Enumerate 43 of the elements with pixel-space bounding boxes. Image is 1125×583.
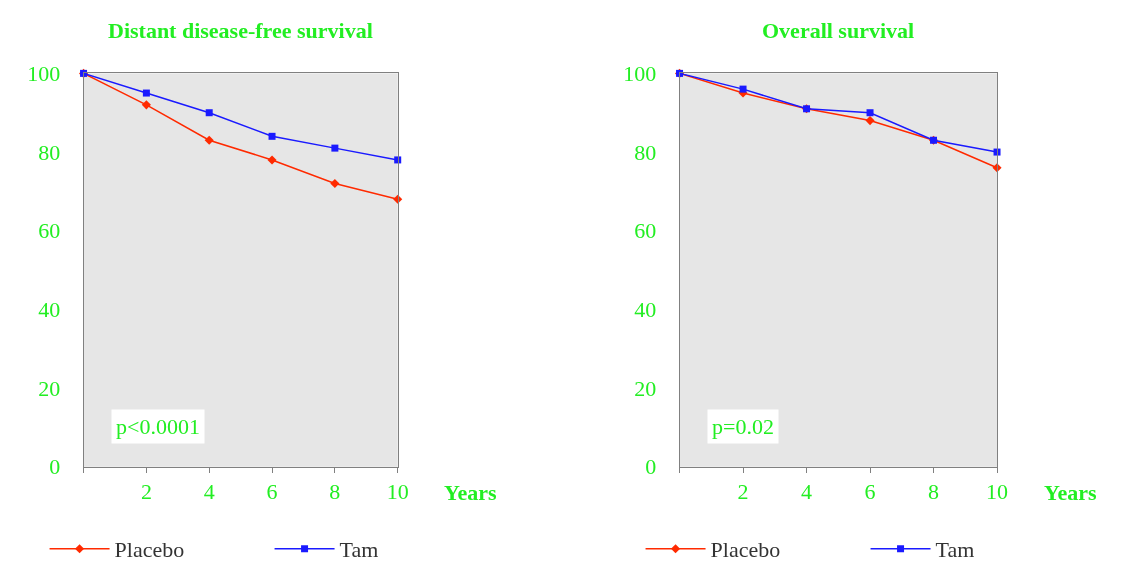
y-tick-label: 80 [634, 139, 657, 165]
chart-title: Overall survival [762, 18, 915, 43]
y-tick-label: 100 [623, 61, 657, 87]
point [866, 109, 874, 117]
point [204, 135, 214, 145]
point [267, 155, 277, 165]
y-tick-label: 40 [634, 297, 657, 323]
x-axis-title: Years [1044, 480, 1097, 505]
legend-label: Placebo [114, 537, 185, 563]
x-axis-title: Years [444, 480, 497, 505]
point [865, 116, 875, 126]
chart-title: Distant disease-free survival [108, 18, 373, 43]
y-tick-label: 0 [645, 454, 657, 480]
legend-label: Placebo [710, 537, 781, 563]
x-tick-label: 4 [801, 479, 813, 505]
y-tick-label: 0 [49, 454, 61, 480]
point [142, 89, 150, 97]
annotation: p=0.02 [712, 414, 774, 439]
point [739, 85, 747, 93]
point [141, 100, 151, 110]
legend-label: Tam [935, 537, 975, 563]
y-tick-label: 100 [27, 61, 61, 87]
x-tick-label: 6 [266, 479, 278, 505]
x-tick-label: 8 [329, 479, 341, 505]
point [331, 144, 339, 152]
x-tick-label: 4 [203, 479, 215, 505]
point [268, 132, 276, 140]
point [330, 178, 340, 189]
x-tick-label: 6 [864, 479, 876, 505]
legend-label: Tam [339, 537, 379, 563]
x-tick-label: 10 [386, 479, 409, 505]
y-tick-label: 60 [634, 218, 657, 244]
x-tick-label: 8 [928, 479, 940, 505]
x-tick-label: 2 [737, 479, 749, 505]
y-tick-label: 20 [38, 375, 61, 401]
y-tick-label: 40 [38, 297, 61, 323]
y-tick-label: 60 [38, 218, 61, 244]
annotation: p<0.0001 [116, 414, 200, 439]
y-tick-label: 20 [634, 375, 657, 401]
point [205, 109, 213, 117]
y-tick-label: 80 [38, 139, 61, 165]
x-tick-label: 2 [140, 479, 152, 505]
x-tick-label: 10 [986, 479, 1009, 505]
